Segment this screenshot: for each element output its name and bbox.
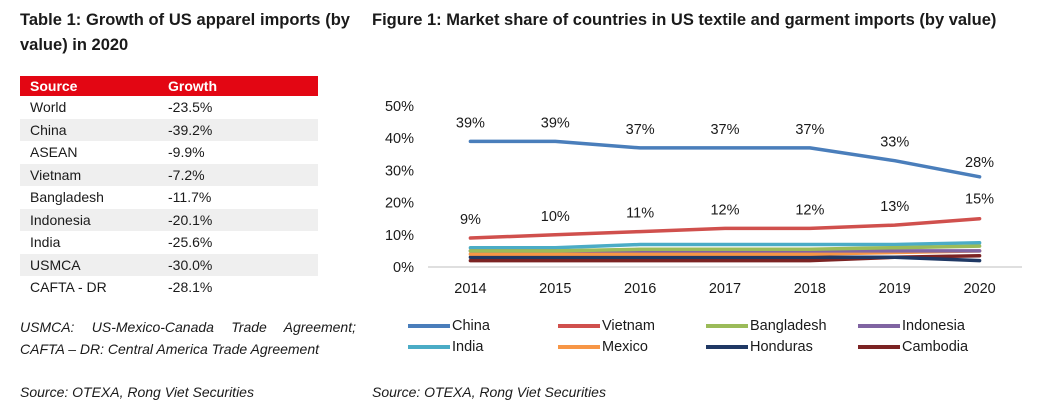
data-label-vietnam: 13% — [880, 199, 909, 215]
table-row: India -25.6% — [20, 231, 318, 254]
series-line-vietnam — [468, 216, 982, 240]
data-label-china: 37% — [710, 122, 739, 138]
cell-growth: -20.1% — [160, 208, 318, 231]
x-tick-label: 2014 — [454, 281, 486, 297]
cell-growth: -30.0% — [160, 253, 318, 276]
table-row: USMCA -30.0% — [20, 253, 318, 276]
legend-label: Honduras — [750, 339, 813, 355]
legend-label: China — [452, 318, 490, 334]
legend-label: Indonesia — [902, 318, 965, 334]
x-tick-label: 2018 — [794, 281, 826, 297]
cell-source: ASEAN — [30, 144, 78, 161]
data-label-vietnam: 10% — [541, 209, 570, 225]
data-label-china: 37% — [626, 122, 655, 138]
legend-item-india: India — [408, 337, 483, 357]
legend-label: India — [452, 339, 484, 355]
legend-swatch — [706, 345, 748, 349]
column-header-growth: Growth — [160, 76, 318, 96]
chart-legend: China Vietnam Bangladesh Indonesia India Mexi… — [408, 316, 1028, 360]
table-row: World -23.5% — [20, 96, 318, 119]
cell-source: CAFTA - DR — [30, 279, 107, 296]
x-tick-label: 2017 — [709, 281, 741, 297]
table-row: ASEAN -9.9% — [20, 141, 318, 164]
growth-table: Source Growth World -23.5% China -39.2% AS… — [20, 76, 318, 299]
table-row: Indonesia -20.1% — [20, 208, 318, 231]
cell-source: India — [30, 234, 61, 251]
data-label-vietnam: 12% — [795, 202, 824, 218]
y-tick-label: 30% — [385, 163, 414, 179]
legend-label: Mexico — [602, 339, 648, 355]
cell-growth: -39.2% — [160, 118, 318, 141]
table-row: Vietnam -7.2% — [20, 163, 318, 186]
table-row: China -39.2% — [20, 118, 318, 141]
table-row: Bangladesh -11.7% — [20, 186, 318, 209]
cell-growth: -28.1% — [168, 279, 213, 296]
cell-source: Bangladesh — [30, 189, 104, 206]
market-share-line-chart: 0% 10% 20% 30% 40% 50% 2014 2015 2016 2017 2018 201… — [385, 99, 1022, 297]
y-tick-label: 20% — [385, 196, 414, 212]
legend-label: Bangladesh — [750, 318, 827, 334]
table-header-row: Source Growth — [20, 76, 318, 96]
x-tick-label: 2019 — [879, 281, 911, 297]
legend-swatch — [858, 324, 900, 328]
legend-swatch — [706, 324, 748, 328]
x-tick-label: 2015 — [539, 281, 571, 297]
cell-growth: -9.9% — [168, 144, 205, 161]
legend-swatch — [558, 345, 600, 349]
cell-source: Vietnam — [20, 163, 160, 186]
data-label-china: 28% — [965, 155, 994, 171]
legend-label: Cambodia — [902, 339, 969, 355]
legend-swatch — [558, 324, 600, 328]
legend-item-indonesia: Indonesia — [858, 316, 965, 336]
table-row: CAFTA - DR -28.1% — [20, 276, 318, 299]
legend-item-vietnam: Vietnam — [558, 316, 655, 336]
series-line-china — [468, 139, 982, 179]
y-tick-label: 50% — [385, 99, 414, 115]
table-source: Source: OTEXA, Rong Viet Securities — [20, 384, 254, 400]
cell-growth: -25.6% — [168, 234, 213, 251]
x-tick-label: 2020 — [963, 281, 995, 297]
legend-item-bangladesh: Bangladesh — [706, 316, 827, 336]
y-tick-label: 0% — [393, 260, 414, 276]
data-label-china: 39% — [541, 115, 570, 131]
legend-item-honduras: Honduras — [706, 337, 813, 357]
legend-item-china: China — [408, 316, 490, 336]
cell-source: World — [30, 99, 67, 116]
data-label-vietnam: 9% — [460, 212, 481, 228]
series-line-honduras — [468, 255, 982, 263]
data-label-china: 33% — [880, 135, 909, 151]
cell-source: China — [20, 118, 160, 141]
figure-title: Figure 1: Market share of countries in U… — [372, 11, 997, 29]
data-label-vietnam: 15% — [965, 192, 994, 208]
table-notes: USMCA: US-Mexico-Canada Trade Agreement;… — [20, 319, 356, 357]
legend-item-mexico: Mexico — [558, 337, 648, 357]
series-line-india — [468, 241, 982, 250]
cell-source: USMCA — [20, 253, 160, 276]
cell-growth: -23.5% — [168, 99, 213, 116]
data-label-china: 37% — [795, 122, 824, 138]
y-tick-label: 40% — [385, 131, 414, 147]
legend-swatch — [408, 345, 450, 349]
series-line-bangladesh — [468, 244, 982, 253]
data-label-vietnam: 12% — [710, 202, 739, 218]
figure-source: Source: OTEXA, Rong Viet Securities — [372, 384, 606, 400]
cell-growth: -7.2% — [160, 163, 318, 186]
legend-swatch — [408, 324, 450, 328]
legend-swatch — [858, 345, 900, 349]
x-tick-label: 2016 — [624, 281, 656, 297]
table-title: Table 1: Growth of US apparel imports (b… — [20, 11, 350, 54]
cell-growth: -11.7% — [168, 189, 212, 206]
data-label-vietnam: 11% — [626, 206, 654, 222]
y-tick-label: 10% — [385, 228, 414, 244]
cell-source: Indonesia — [20, 208, 160, 231]
legend-item-cambodia: Cambodia — [858, 337, 968, 357]
data-label-china: 39% — [456, 115, 485, 131]
legend-label: Vietnam — [602, 318, 655, 334]
column-header-source: Source — [20, 76, 160, 96]
